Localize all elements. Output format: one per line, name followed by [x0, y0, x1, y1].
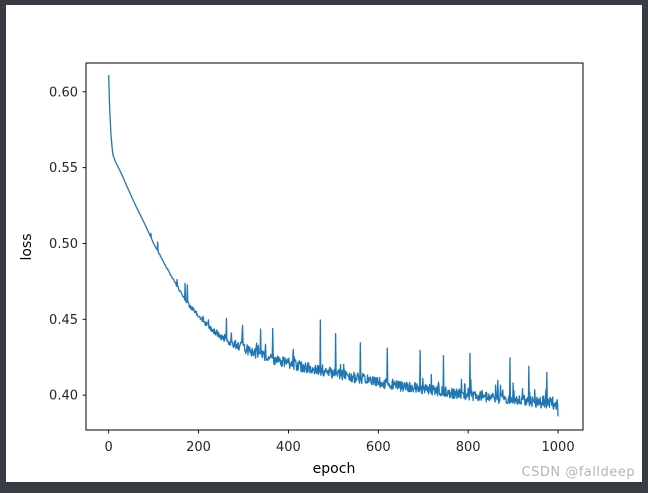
axes-spines: [85, 62, 584, 431]
x-tick-label: 800: [456, 440, 481, 455]
y-tick-label: 0.50: [49, 237, 78, 252]
x-tick-label: 200: [186, 440, 211, 455]
x-tick-label: 400: [276, 440, 301, 455]
y-tick-label: 0.55: [49, 161, 78, 176]
x-tick-label: 1000: [542, 440, 575, 455]
y-tick-label: 0.40: [49, 389, 78, 404]
y-axis-label: loss: [19, 233, 35, 261]
loss-line-series: [108, 75, 559, 417]
x-tick-label: 600: [366, 440, 391, 455]
loss-curve-chart: 0 200 400 600 800 1000 0.40 0.45 0.50 0.55 0.60: [49, 62, 584, 455]
y-tick-label: 0.45: [49, 313, 78, 328]
y-tick-label: 0.60: [49, 85, 78, 100]
x-axis-label: epoch: [312, 461, 356, 477]
watermark-text: CSDN @falldeep: [521, 465, 635, 480]
matplotlib-figure: 0 200 400 600 800 1000 0.40 0.45 0.50 0.55 0.60 ep…: [6, 5, 642, 482]
x-tick-label: 0: [105, 440, 113, 455]
